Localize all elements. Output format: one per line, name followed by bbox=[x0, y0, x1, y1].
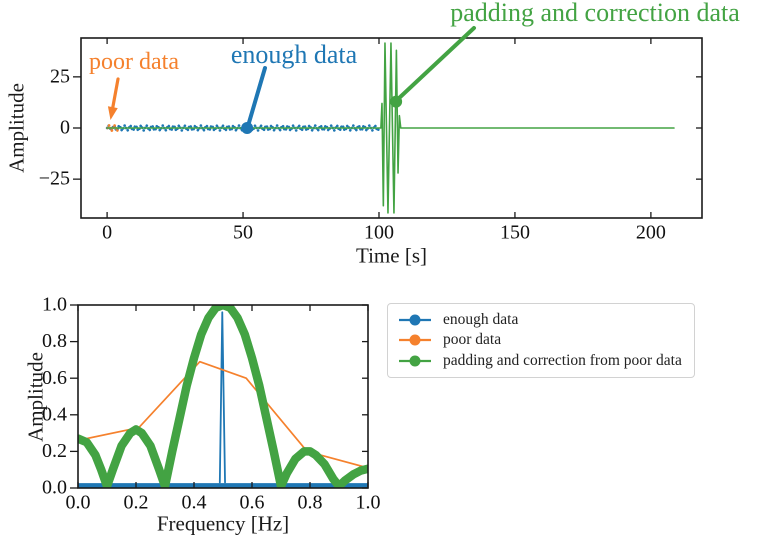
y-tick-label: 0 bbox=[60, 117, 70, 139]
y-tick-label: 0.6 bbox=[42, 367, 67, 389]
y-tick-label: 0.8 bbox=[42, 330, 67, 352]
legend-item-enough-data: enough data bbox=[398, 310, 684, 330]
annotation-poor-data: poor data bbox=[89, 49, 179, 75]
marker-dot-blue bbox=[241, 122, 254, 134]
annotation-line bbox=[246, 66, 267, 128]
legend-label: enough data bbox=[443, 311, 519, 329]
series-padding-and-correction-data bbox=[106, 42, 675, 214]
legend-item-padding-correction: padding and correction from poor data bbox=[398, 351, 684, 371]
y-tick-label: 0.2 bbox=[42, 440, 67, 462]
annotation-line bbox=[395, 26, 476, 102]
legend: enough data poor data padding and correc… bbox=[387, 303, 695, 378]
y-tick-label: 25 bbox=[50, 65, 70, 87]
legend-item-poor-data: poor data bbox=[398, 330, 684, 350]
annotation-arrow-shaft bbox=[111, 77, 120, 109]
x-tick-label: 1.0 bbox=[356, 492, 381, 514]
x-tick-label: 0.0 bbox=[66, 492, 91, 514]
legend-label: padding and correction from poor data bbox=[443, 351, 682, 369]
annotation-enough-data: enough data bbox=[230, 40, 358, 69]
annotation-arrowhead bbox=[107, 106, 118, 120]
x-tick-label: 0 bbox=[102, 222, 112, 244]
y-tick-label: 0.0 bbox=[42, 477, 67, 499]
x-tick-label: 200 bbox=[636, 222, 666, 244]
legend-marker-line-dot bbox=[399, 314, 431, 326]
y-tick-label: 0.4 bbox=[42, 403, 67, 425]
x-tick-label: 100 bbox=[364, 222, 394, 244]
legend-label: poor data bbox=[443, 331, 502, 349]
legend-marker-line-dot bbox=[399, 355, 431, 367]
x-tick-label: 0.2 bbox=[124, 492, 149, 514]
x-tick-label: 0.4 bbox=[182, 492, 207, 514]
y-tick-label: 1.0 bbox=[42, 294, 67, 316]
time-axis-label: Time [s] bbox=[356, 243, 427, 268]
x-tick-label: 50 bbox=[233, 222, 253, 244]
axes-frame bbox=[77, 304, 369, 489]
frequency-axis-label: Frequency [Hz] bbox=[156, 511, 290, 536]
legend-marker-line-dot bbox=[399, 334, 431, 346]
series-enough-data-peak bbox=[218, 311, 226, 484]
annotation-padding-correction-data: padding and correction data bbox=[450, 0, 740, 27]
series-padding-and-correction-from-poor-data bbox=[78, 305, 368, 488]
amplitude-axis-label-bottom: Amplitude bbox=[23, 351, 48, 442]
x-tick-label: 0.8 bbox=[298, 492, 323, 514]
x-tick-label: 0.6 bbox=[240, 492, 265, 514]
x-tick-label: 150 bbox=[500, 222, 530, 244]
y-tick-label: −25 bbox=[39, 168, 70, 190]
amplitude-axis-label-top: Amplitude bbox=[4, 83, 29, 173]
marker-dot-green bbox=[390, 95, 403, 108]
